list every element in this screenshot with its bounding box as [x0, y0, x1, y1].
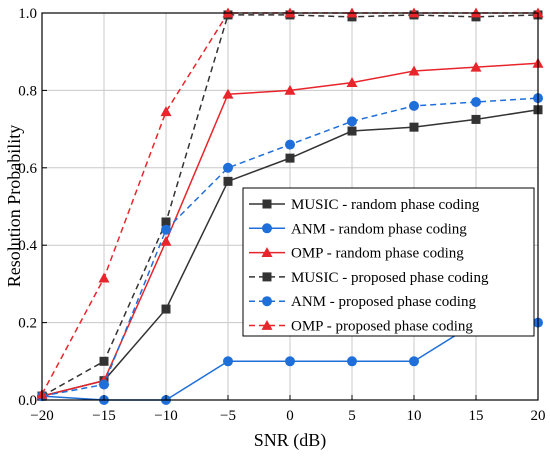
data-point	[223, 176, 233, 186]
data-point	[285, 356, 295, 367]
data-point	[160, 235, 172, 246]
y-tick-label: 0.8	[18, 83, 37, 99]
legend-item: MUSIC - proposed phase coding	[249, 270, 489, 286]
legend-label: ANM - proposed phase coding	[291, 294, 476, 310]
data-point	[346, 77, 358, 88]
x-tick-label: 0	[286, 408, 294, 424]
x-axis-title: SNR (dB)	[254, 430, 327, 451]
data-point	[284, 84, 296, 95]
legend-marker	[262, 223, 272, 234]
legend-marker	[262, 199, 272, 209]
data-point	[161, 304, 171, 314]
legend-item: ANM - random phase coding	[249, 221, 467, 237]
data-point	[99, 379, 109, 390]
legend-label: MUSIC - proposed phase coding	[291, 270, 489, 286]
y-tick-label: 1.0	[18, 6, 37, 22]
y-tick-label: 0.0	[18, 393, 37, 409]
x-tick-label: 5	[348, 408, 356, 424]
data-point	[285, 153, 295, 163]
data-point	[471, 114, 481, 124]
data-point	[409, 100, 419, 111]
x-tick-label: −10	[154, 408, 177, 424]
data-point	[408, 65, 420, 76]
x-tick-label: 15	[469, 408, 484, 424]
data-point	[99, 356, 109, 366]
y-axis-title: Resolution Probability	[4, 125, 24, 288]
legend-box	[242, 187, 535, 337]
data-point	[409, 356, 419, 367]
data-point	[347, 116, 357, 127]
data-point	[347, 126, 357, 136]
y-tick-label: 0.6	[18, 161, 37, 177]
legend-label: MUSIC - random phase coding	[291, 197, 480, 213]
legend-marker	[262, 296, 272, 307]
legend-item: OMP - proposed phase coding	[249, 319, 473, 335]
legend-marker	[261, 320, 273, 330]
data-point	[470, 61, 482, 72]
axis-ticks: −20 −15 −10 −5 0 5 10 15 20 0.0 0.2 0.4 0.6 0.8 1.0	[18, 6, 545, 424]
x-tick-label: −15	[92, 408, 115, 424]
legend-label: OMP - proposed phase coding	[291, 319, 473, 335]
data-point	[471, 97, 481, 108]
y-tick-label: 0.2	[18, 316, 37, 332]
y-tick-label: 0.4	[18, 238, 37, 254]
x-tick-label: −20	[30, 408, 53, 424]
data-point	[160, 106, 172, 117]
x-tick-label: −5	[220, 408, 236, 424]
legend-item: ANM - proposed phase coding	[249, 294, 476, 310]
legend-label: OMP - random phase coding	[291, 246, 464, 262]
legend: MUSIC - random phase coding ANM - random …	[242, 187, 535, 337]
data-point	[161, 224, 171, 235]
legend-item: OMP - random phase coding	[249, 246, 464, 262]
data-point	[409, 122, 419, 132]
data-point	[223, 162, 233, 173]
data-point	[223, 356, 233, 367]
legend-marker	[261, 247, 273, 257]
legend-item: MUSIC - random phase coding	[249, 197, 480, 213]
data-point	[347, 356, 357, 367]
series-anm-proposed-phase-coding	[37, 93, 543, 402]
legend-label: ANM - random phase coding	[291, 221, 467, 237]
data-point	[222, 88, 234, 99]
legend-marker	[262, 272, 272, 282]
x-tick-label: 10	[407, 408, 422, 424]
data-point	[285, 139, 295, 150]
x-tick-label: 20	[531, 408, 546, 424]
data-point	[161, 217, 171, 227]
data-point	[98, 272, 110, 283]
